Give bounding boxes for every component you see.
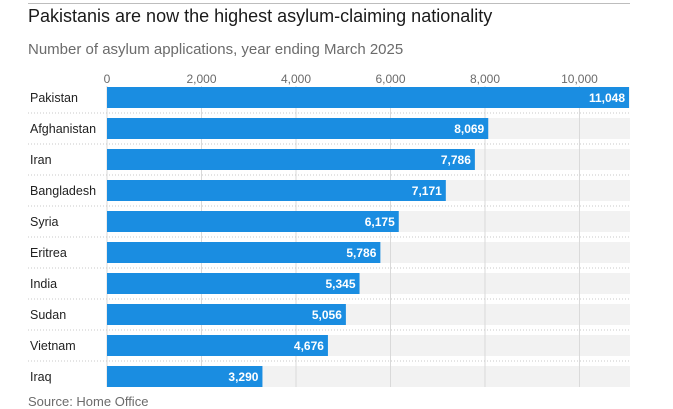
bar (107, 242, 381, 263)
category-label: Pakistan (30, 91, 78, 105)
chart-subtitle: Number of asylum applications, year endi… (28, 41, 404, 58)
value-label: 5,345 (326, 277, 356, 291)
bar (107, 180, 446, 201)
value-label: 6,175 (365, 215, 395, 229)
category-label: India (30, 277, 57, 291)
source-note: Source: Home Office (28, 394, 149, 409)
bar (107, 366, 263, 387)
value-label: 8,069 (454, 122, 484, 136)
x-tick-label: 6,000 (375, 72, 405, 86)
top-rule (28, 3, 630, 4)
bar (107, 118, 489, 139)
category-label: Eritrea (30, 246, 67, 260)
value-label: 7,786 (441, 153, 471, 167)
x-tick-label: 4,000 (281, 72, 311, 86)
category-label: Vietnam (30, 339, 76, 353)
value-label: 7,171 (412, 184, 442, 198)
bar (107, 273, 360, 294)
bar (107, 87, 629, 108)
category-label: Iraq (30, 370, 52, 384)
bar (107, 211, 399, 232)
value-label: 11,048 (589, 91, 625, 105)
bar (107, 304, 346, 325)
category-label: Sudan (30, 308, 66, 322)
bar (107, 149, 475, 170)
category-label: Iran (30, 153, 52, 167)
value-label: 4,676 (294, 339, 324, 353)
value-label: 5,786 (346, 246, 376, 260)
x-tick-label: 8,000 (470, 72, 500, 86)
x-tick-label: 2,000 (186, 72, 216, 86)
x-tick-label: 0 (104, 72, 111, 86)
value-label: 3,290 (228, 370, 258, 384)
chart-title: Pakistanis are now the highest asylum-cl… (28, 6, 493, 26)
bar (107, 335, 328, 356)
category-label: Bangladesh (30, 184, 96, 198)
value-label: 5,056 (312, 308, 342, 322)
category-label: Syria (30, 215, 59, 229)
category-label: Afghanistan (30, 122, 96, 136)
x-tick-label: 10,000 (561, 72, 598, 86)
